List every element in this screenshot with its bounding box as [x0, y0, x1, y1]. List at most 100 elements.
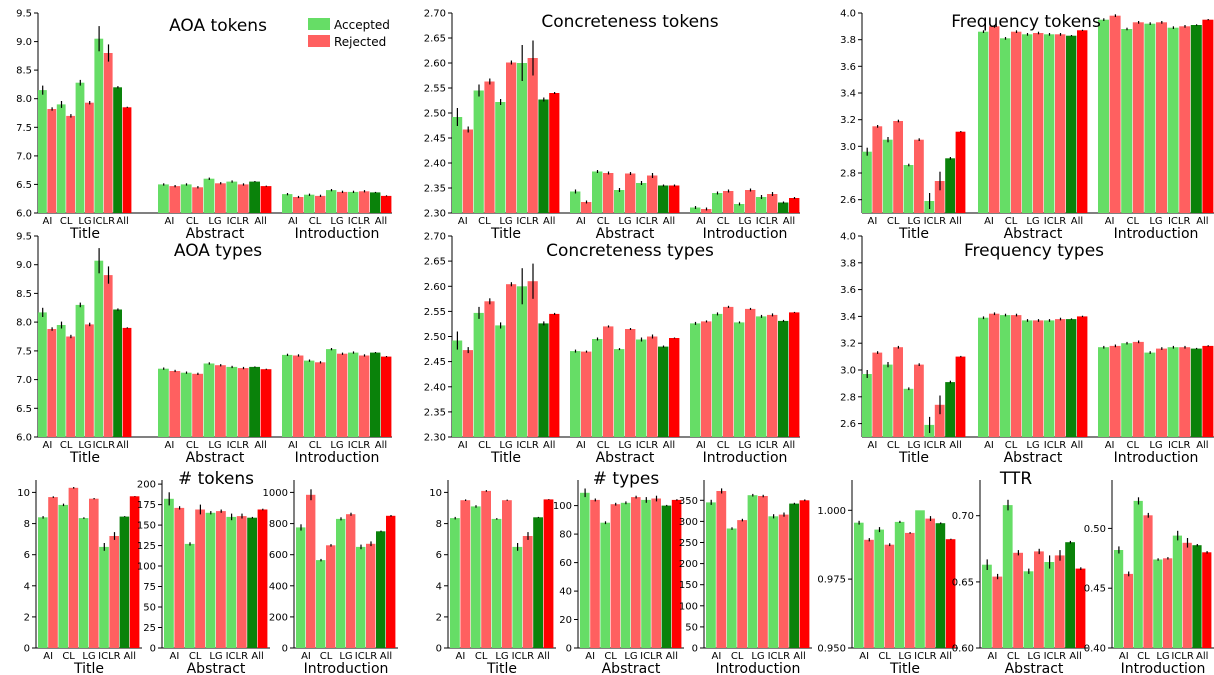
panel-aoa-tokens-title-ai-accepted-bar [38, 90, 47, 213]
panel-small-8-ytick-0-65: 0.65 [952, 577, 974, 588]
panel-small-1-title-xtick-cl: CL [62, 651, 75, 662]
panel-small-8-abstract-iclr-accepted-bar [1044, 562, 1055, 648]
panel-frequency-tokens-introduction-iclr-rejected-bar [1179, 26, 1191, 213]
panel-concreteness-types-title-cl-rejected-bar [484, 301, 495, 437]
panel-small-6-introduction-cl-accepted-bar [726, 528, 737, 648]
panel-aoa-tokens-abstract-all-rejected-bar [260, 186, 272, 213]
panel-small-5-abstract-xtick-cl: CL [604, 651, 617, 662]
panel-small-8-ytick-0-60: 0.60 [952, 644, 974, 655]
panel-concreteness-tokens-ytick-2-50: 2.50 [424, 109, 446, 120]
panel-small-8-abstract-lg-rejected-bar [1034, 551, 1044, 648]
panel-frequency-types-abstract-xtick-iclr: ICLR [1044, 440, 1067, 451]
panel-concreteness-types-title-xtick-ai: AI [458, 440, 468, 451]
panel-aoa-types-abstract-xtick-iclr: ICLR [227, 440, 250, 451]
panel-small-2-abstract-xtick-iclr: ICLR [226, 651, 249, 662]
panel-small-9-introduction-ai-accepted-bar [1114, 550, 1124, 648]
panel-frequency-tokens-introduction-cl-rejected-bar [1132, 22, 1144, 213]
panel-small-2-title: # tokens [178, 469, 254, 489]
legend-label-accepted: Accepted [334, 18, 390, 32]
panel-small-2-ytick-50: 50 [143, 603, 156, 614]
panel-frequency-tokens-introduction-ai-rejected-bar [1109, 15, 1121, 214]
panel-aoa-types-title-xtick-lg: LG [78, 440, 91, 451]
panel-concreteness-types-introduction-xtick-iclr: ICLR [756, 440, 779, 451]
panel-concreteness-tokens-abstract-xtick-cl: CL [597, 216, 610, 227]
panel-frequency-tokens-introduction-ai-accepted-bar [1098, 19, 1109, 214]
panel-small-1-ytick-8: 8 [24, 519, 30, 530]
panel-small-8-abstract-lg-accepted-bar [1023, 571, 1034, 648]
panel-small-8-abstract-xtick-ai: AI [988, 651, 998, 662]
panel-concreteness-types-group-label-introduction: Introduction [703, 450, 788, 466]
panel-frequency-tokens-introduction-lg-rejected-bar [1156, 22, 1167, 213]
panel-small-4-title-xtick-iclr: ICLR [512, 651, 535, 662]
panel-aoa-tokens-introduction-iclr-rejected-bar [359, 191, 370, 213]
panel-small-1-ytick-4: 4 [24, 581, 30, 592]
panel-small-3-ytick-600: 600 [269, 550, 288, 561]
panel-small-5-title: # types [593, 469, 660, 489]
panel-frequency-types-abstract-ai-rejected-bar [989, 313, 1000, 437]
panel-frequency-types-group-label-introduction: Introduction [1114, 450, 1199, 466]
panel-aoa-tokens-title-iclr-accepted-bar [94, 38, 104, 214]
panel-small-2-abstract-iclr-accepted-bar [226, 516, 237, 648]
panel-aoa-types-abstract-xtick-ai: AI [165, 440, 175, 451]
panel-frequency-types-introduction-cl-rejected-bar [1132, 341, 1144, 437]
panel-frequency-types-title-xtick-lg: LG [907, 440, 920, 451]
panel-small-5-abstract-iclr-rejected-bar [651, 498, 661, 648]
panel-concreteness-tokens-introduction-ai-accepted-bar [690, 207, 701, 213]
panel-small-3-introduction-xtick-cl: CL [320, 651, 333, 662]
panel-concreteness-tokens-introduction-cl-rejected-bar [723, 191, 734, 213]
panel-frequency-tokens-abstract-lg-accepted-bar [1022, 34, 1033, 213]
panel-aoa-tokens-introduction-lg-accepted-bar [326, 190, 337, 213]
panel-concreteness-tokens-ytick-2-30: 2.30 [424, 209, 446, 220]
panel-small-4-title-xtick-cl: CL [475, 651, 488, 662]
panel-concreteness-tokens-introduction-xtick-all: All [783, 216, 795, 227]
panel-small-2-abstract-all-rejected-bar [257, 509, 268, 648]
panel-small-6-ytick-250: 250 [679, 538, 698, 549]
panel-small-4-title-iclr-rejected-bar [522, 536, 533, 648]
panel-frequency-tokens-abstract-all-accepted-bar [1066, 35, 1077, 214]
panel-small-2-ytick-200: 200 [137, 480, 156, 491]
panel-small-2-abstract-ai-rejected-bar [174, 507, 185, 648]
panel-small-9-introduction-xtick-all: All [1196, 651, 1208, 662]
panel-small-2-abstract-cl-accepted-bar [184, 543, 195, 648]
panel-frequency-tokens-abstract-xtick-iclr: ICLR [1044, 216, 1067, 227]
panel-frequency-types-abstract-cl-rejected-bar [1011, 315, 1022, 437]
panel-small-4-ytick-10: 10 [429, 488, 442, 499]
panel-frequency-tokens-introduction-xtick-all: All [1196, 216, 1208, 227]
panel-frequency-tokens-title: Frequency tokens [951, 12, 1101, 32]
panel-aoa-tokens-title: AOA tokens [169, 16, 267, 36]
panel-frequency-tokens-title-cl-accepted-bar [882, 139, 893, 213]
panel-concreteness-types-introduction-lg-rejected-bar [745, 308, 756, 437]
panel-small-4-group-label-title: Title [486, 661, 517, 675]
panel-concreteness-tokens-introduction-xtick-cl: CL [717, 216, 730, 227]
panel-concreteness-types-ytick-2-30: 2.30 [424, 433, 446, 444]
panel-aoa-tokens-abstract-lg-rejected-bar [215, 183, 226, 213]
panel-small-6-introduction-xtick-cl: CL [731, 651, 744, 662]
panel-concreteness-types-ytick-2-45: 2.45 [424, 357, 446, 368]
panel-frequency-types-ytick-2-6: 2.6 [840, 419, 856, 430]
panel-aoa-types-ytick-7-5: 7.5 [16, 346, 32, 357]
panel-frequency-tokens-abstract-xtick-lg: LG [1026, 216, 1039, 227]
panel-concreteness-types-title: Concreteness types [546, 241, 714, 261]
panel-small-3-introduction-xtick-lg: LG [339, 651, 352, 662]
panel-small-3-introduction-xtick-iclr: ICLR [355, 651, 378, 662]
panel-small-6-ytick-0: 0 [692, 644, 698, 655]
panel-aoa-tokens-introduction-xtick-ai: AI [288, 216, 298, 227]
panel-small-2-ytick-175: 175 [137, 500, 156, 511]
panel-aoa-tokens-group-label-title: Title [69, 226, 100, 242]
panel-frequency-types-title-ai-rejected-bar [872, 352, 883, 437]
panel-small-6-group-label-introduction: Introduction [716, 661, 801, 675]
panel-concreteness-types-title-cl-accepted-bar [473, 312, 484, 437]
panel-frequency-types-abstract-xtick-all: All [1071, 440, 1083, 451]
panel-frequency-types-abstract-xtick-cl: CL [1005, 440, 1018, 451]
panel-aoa-types-introduction-all-rejected-bar [381, 356, 392, 437]
panel-small-9-introduction-iclr-rejected-bar [1182, 542, 1192, 648]
panel-small-1-ytick-6: 6 [24, 550, 30, 561]
panel-small-3-ytick-800: 800 [269, 519, 288, 530]
panel-concreteness-types-title-iclr-rejected-bar [527, 281, 538, 437]
panel-aoa-types-ytick-9-5: 9.5 [16, 232, 32, 243]
panel-small-2-abstract-xtick-all: All [251, 651, 263, 662]
panel-small-3-ytick-200: 200 [269, 612, 288, 623]
panel-frequency-types-title: Frequency types [964, 241, 1104, 261]
panel-small-7-title-xtick-all: All [940, 651, 952, 662]
panel-small-3-introduction-lg-accepted-bar [336, 518, 346, 648]
